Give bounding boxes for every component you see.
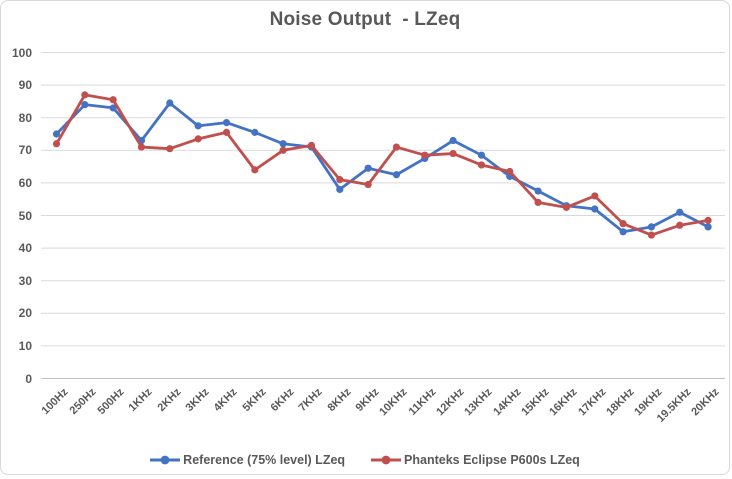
data-point xyxy=(109,96,117,104)
data-point xyxy=(449,149,457,158)
data-point xyxy=(166,99,174,107)
data-point xyxy=(619,228,627,236)
y-tick-label: 90 xyxy=(18,78,32,93)
legend-label: Reference (75% level) LZeq xyxy=(183,453,346,467)
series-line-0 xyxy=(55,101,710,234)
data-point xyxy=(336,176,344,184)
data-point xyxy=(52,130,61,138)
legend-label: Phanteks Eclipse P600s LZeq xyxy=(404,453,580,467)
data-point xyxy=(562,203,571,211)
data-point xyxy=(194,122,202,130)
data-point xyxy=(336,185,344,194)
data-point xyxy=(251,128,259,136)
legend-marker-icon xyxy=(371,455,402,465)
y-tick-label: 40 xyxy=(18,241,32,256)
data-point xyxy=(307,141,316,150)
y-tick-label: 30 xyxy=(18,273,32,288)
data-point xyxy=(109,104,117,112)
data-point xyxy=(647,231,656,239)
data-point xyxy=(137,143,146,151)
data-point xyxy=(619,220,627,228)
data-point xyxy=(591,192,599,200)
y-tick-label: 70 xyxy=(18,143,32,158)
data-point xyxy=(477,151,486,159)
y-tick-label: 20 xyxy=(18,306,32,321)
data-point xyxy=(676,208,684,216)
y-tick-label: 100 xyxy=(11,45,32,60)
data-point xyxy=(222,128,231,136)
y-tick-label: 80 xyxy=(18,110,32,125)
data-point xyxy=(506,167,514,176)
data-point xyxy=(279,140,287,148)
data-point xyxy=(364,164,372,172)
data-point xyxy=(392,171,401,179)
series-line-1 xyxy=(55,93,710,237)
data-point xyxy=(421,151,429,159)
data-point xyxy=(279,146,287,154)
data-point xyxy=(81,91,89,99)
data-point xyxy=(647,223,656,231)
data-point xyxy=(591,205,599,213)
data-point xyxy=(477,161,486,169)
y-tick-label: 0 xyxy=(25,371,32,386)
data-point xyxy=(251,166,259,174)
data-point xyxy=(222,118,231,127)
data-point xyxy=(449,136,457,145)
legend: Reference (75% level) LZeq Phanteks Eclip… xyxy=(1,453,729,467)
legend-item-1: Phanteks Eclipse P600s LZeq xyxy=(371,453,580,467)
data-point xyxy=(194,135,202,143)
data-point xyxy=(364,180,372,189)
data-point xyxy=(704,223,712,231)
legend-item-0: Reference (75% level) LZeq xyxy=(150,453,345,467)
y-tick-label: 10 xyxy=(18,338,32,353)
data-point xyxy=(676,221,684,229)
data-point xyxy=(534,198,542,207)
data-point xyxy=(704,216,712,224)
y-tick-label: 60 xyxy=(18,175,32,190)
data-point xyxy=(392,143,401,151)
data-point xyxy=(52,140,61,148)
data-point xyxy=(534,187,542,195)
legend-marker-icon xyxy=(150,455,181,465)
data-point xyxy=(81,101,89,109)
chart-title: Noise Output - LZeq xyxy=(269,9,461,30)
data-point xyxy=(166,145,174,153)
y-tick-label: 50 xyxy=(18,208,32,223)
